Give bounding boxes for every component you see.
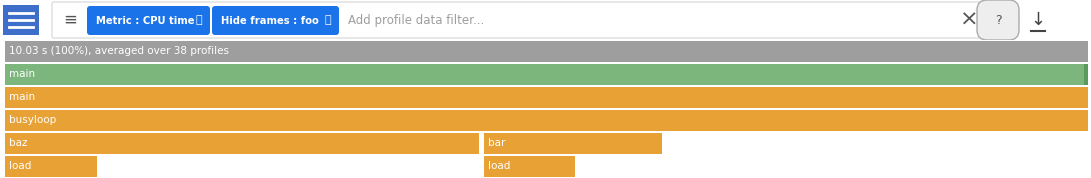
Bar xyxy=(5,156,97,177)
FancyBboxPatch shape xyxy=(52,2,996,38)
Text: Add profile data filter...: Add profile data filter... xyxy=(348,14,484,27)
Bar xyxy=(5,41,1088,62)
Text: ⓧ: ⓧ xyxy=(325,15,332,25)
Bar xyxy=(5,109,1088,131)
Bar xyxy=(5,64,1088,85)
FancyBboxPatch shape xyxy=(87,6,209,35)
Text: main: main xyxy=(9,69,35,79)
Text: ?: ? xyxy=(995,14,1002,27)
Bar xyxy=(3,5,39,35)
Text: Hide frames : foo: Hide frames : foo xyxy=(221,15,319,25)
Bar xyxy=(5,132,479,154)
Text: main: main xyxy=(9,92,35,102)
Text: load: load xyxy=(488,161,511,171)
FancyBboxPatch shape xyxy=(978,0,1019,40)
Bar xyxy=(484,156,575,177)
Bar xyxy=(5,87,1088,108)
Bar xyxy=(1084,64,1088,85)
Text: baz: baz xyxy=(9,138,27,148)
Text: 10.03 s (100%), averaged over 38 profiles: 10.03 s (100%), averaged over 38 profile… xyxy=(9,46,229,56)
Text: bar: bar xyxy=(488,138,505,148)
Text: ≡: ≡ xyxy=(63,11,77,29)
Text: load: load xyxy=(9,161,32,171)
Bar xyxy=(484,132,662,154)
Text: ⓧ: ⓧ xyxy=(195,15,202,25)
Text: ↓: ↓ xyxy=(1030,11,1045,29)
Text: Metric : CPU time: Metric : CPU time xyxy=(96,15,194,25)
Text: ×: × xyxy=(960,10,979,30)
FancyBboxPatch shape xyxy=(212,6,339,35)
Text: busyloop: busyloop xyxy=(9,115,57,125)
